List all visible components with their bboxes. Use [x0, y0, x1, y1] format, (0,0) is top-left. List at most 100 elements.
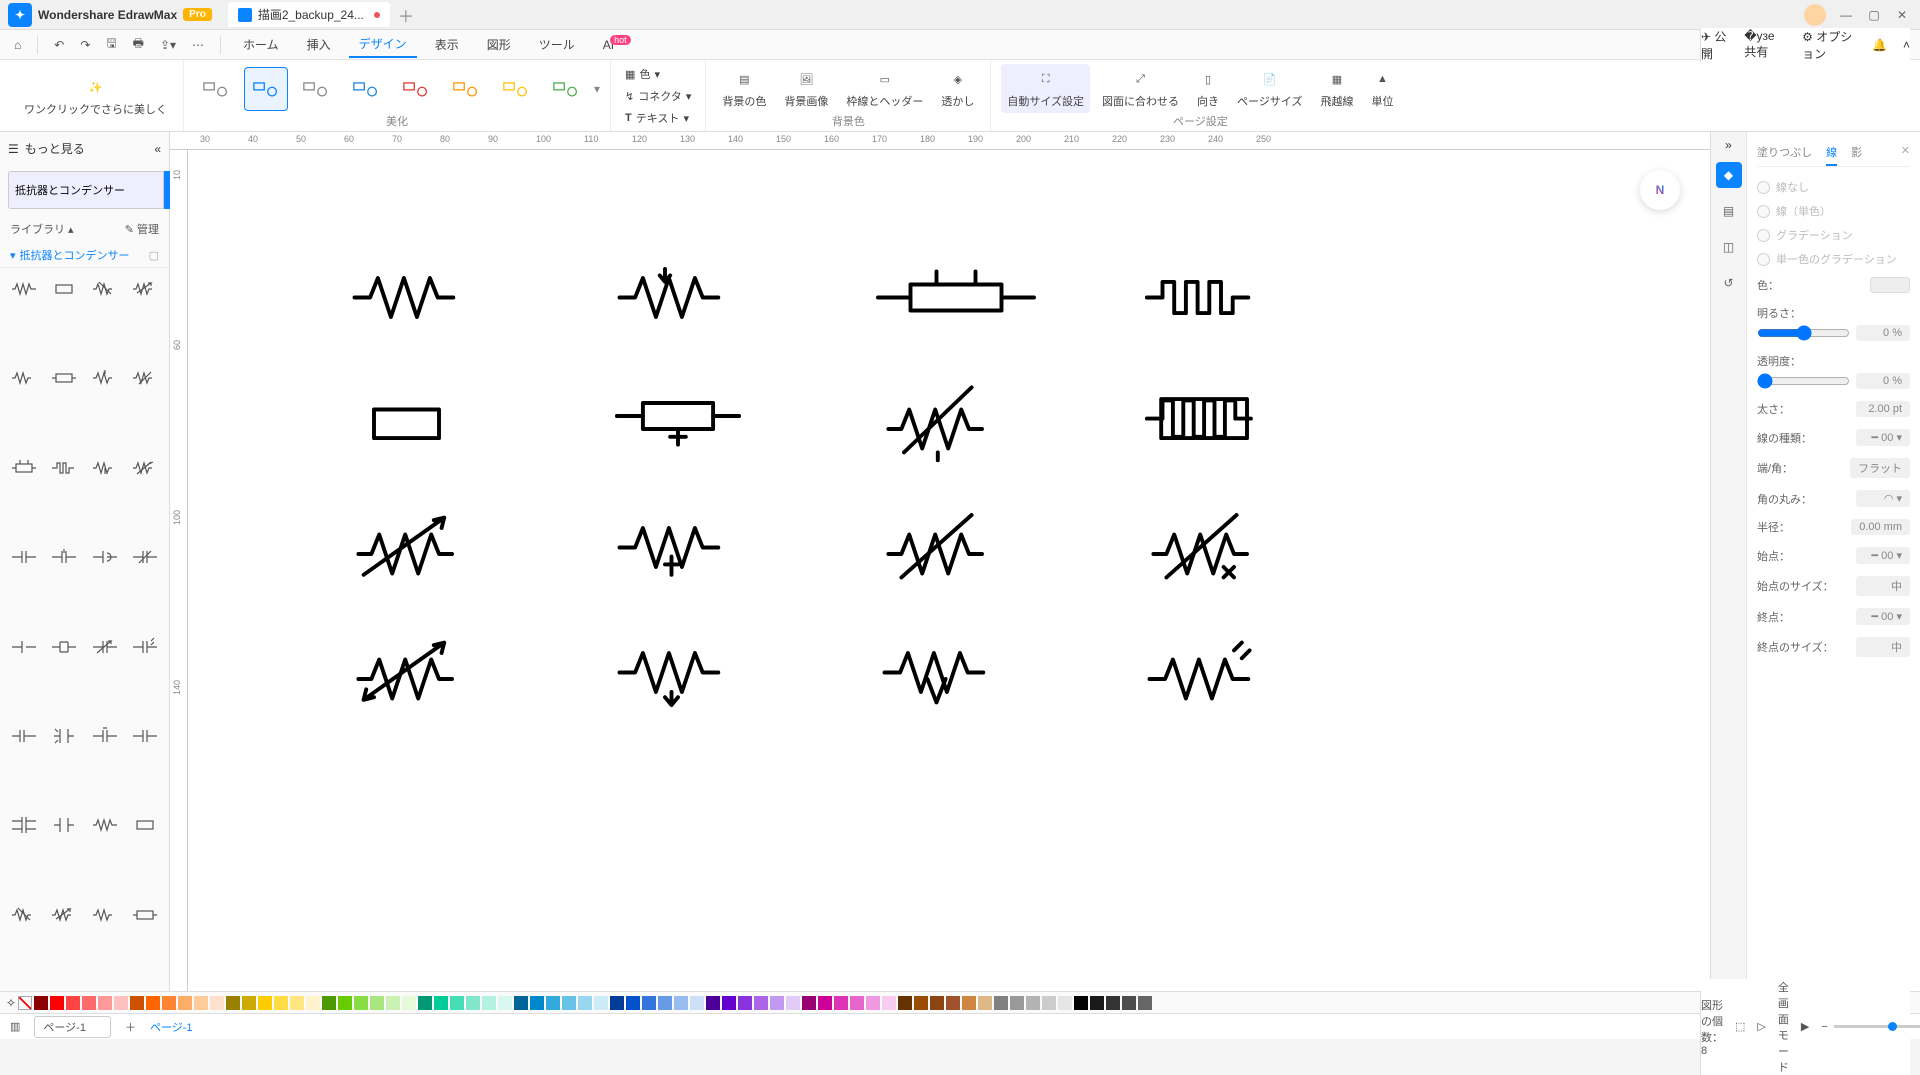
color-swatch[interactable]: [1010, 996, 1024, 1010]
palette-shape[interactable]: [127, 810, 163, 840]
color-swatch[interactable]: [770, 996, 784, 1010]
color-swatch[interactable]: [690, 996, 704, 1010]
palette-shape[interactable]: [127, 721, 163, 751]
color-swatch[interactable]: [834, 996, 848, 1010]
canvas-symbol[interactable]: [878, 640, 1008, 705]
color-swatch[interactable]: [1138, 996, 1152, 1010]
minimize-button[interactable]: ―: [1836, 5, 1856, 25]
tab-fill[interactable]: 塗りつぶし: [1757, 140, 1812, 166]
theme-swatch[interactable]: [344, 67, 388, 111]
color-swatch[interactable]: [1058, 996, 1072, 1010]
save-button[interactable]: 🖫: [102, 32, 120, 57]
theme-swatch[interactable]: [194, 67, 238, 111]
color-swatch[interactable]: [914, 996, 928, 1010]
palette-shape[interactable]: [87, 900, 123, 930]
palette-shape[interactable]: [46, 632, 82, 662]
color-swatch[interactable]: [674, 996, 688, 1010]
color-swatch[interactable]: [1106, 996, 1120, 1010]
tab-line[interactable]: 線: [1826, 140, 1837, 166]
color-swatch[interactable]: [418, 996, 432, 1010]
val-thickness[interactable]: 2.00 pt: [1856, 401, 1910, 417]
palette-shape[interactable]: [6, 542, 42, 572]
canvas-symbol[interactable]: [613, 640, 743, 705]
color-swatch[interactable]: [1026, 996, 1040, 1010]
color-swatch[interactable]: [978, 996, 992, 1010]
canvas-symbol[interactable]: [1143, 515, 1273, 580]
print-button[interactable]: 🖶: [129, 32, 148, 57]
expand-right-icon[interactable]: »: [1725, 138, 1732, 152]
color-swatch[interactable]: [66, 996, 80, 1010]
pages-icon[interactable]: ▥: [10, 1020, 20, 1033]
drawing-canvas[interactable]: N: [188, 150, 1710, 991]
palette-shape[interactable]: [127, 900, 163, 930]
fullscreen-label[interactable]: 全画面モード: [1778, 979, 1789, 1075]
bg-image-button[interactable]: 🖼背景画像: [778, 64, 834, 113]
theme-swatch[interactable]: [294, 67, 338, 111]
watermark-button[interactable]: ◈透かし: [935, 64, 980, 113]
eyedropper-icon[interactable]: ✧: [6, 996, 16, 1010]
redo-button[interactable]: ↷: [76, 36, 94, 54]
layers-icon[interactable]: ⬚: [1735, 1020, 1745, 1033]
unit-button[interactable]: ▲単位: [1365, 64, 1399, 113]
beautify-button[interactable]: ✨ワンクリックでさらに美しく: [18, 72, 173, 121]
palette-shape[interactable]: [46, 274, 82, 304]
color-swatch[interactable]: [1870, 277, 1910, 293]
color-swatch[interactable]: [482, 996, 496, 1010]
val-radius[interactable]: 0.00 mm: [1851, 519, 1910, 535]
val-linetype[interactable]: ━ 00 ▾: [1856, 429, 1910, 446]
collapse-ribbon-button[interactable]: ˄: [1903, 38, 1910, 52]
text-dropdown[interactable]: T テキスト ▾: [621, 108, 693, 128]
color-swatch[interactable]: [610, 996, 624, 1010]
palette-shape[interactable]: [127, 274, 163, 304]
menu-ai[interactable]: AIhot: [593, 34, 645, 56]
no-fill-swatch[interactable]: [18, 996, 32, 1010]
color-swatch[interactable]: [994, 996, 1008, 1010]
close-window-button[interactable]: ✕: [1892, 5, 1912, 25]
palette-shape[interactable]: [46, 542, 82, 572]
theme-swatch[interactable]: [544, 67, 588, 111]
library-expand-icon[interactable]: ☰: [8, 142, 19, 156]
collapse-left-icon[interactable]: «: [154, 142, 161, 156]
share-button[interactable]: �узе 共有: [1744, 29, 1786, 60]
color-swatch[interactable]: [354, 996, 368, 1010]
theme-swatch[interactable]: [444, 67, 488, 111]
shape-search-input[interactable]: [8, 171, 164, 209]
color-swatch[interactable]: [386, 996, 400, 1010]
palette-shape[interactable]: [6, 900, 42, 930]
notify-icon[interactable]: 🔔: [1872, 38, 1887, 52]
color-swatch[interactable]: [738, 996, 752, 1010]
palette-shape[interactable]: [6, 453, 42, 483]
palette-shape[interactable]: [6, 363, 42, 393]
fit-button[interactable]: ⤢図面に合わせる: [1096, 64, 1185, 113]
maximize-button[interactable]: ▢: [1864, 5, 1884, 25]
present-icon[interactable]: ▷: [1757, 1020, 1765, 1033]
menu-shape[interactable]: 図形: [477, 32, 521, 57]
color-swatch[interactable]: [434, 996, 448, 1010]
color-swatch[interactable]: [850, 996, 864, 1010]
pagesize-button[interactable]: 📄ページサイズ: [1231, 64, 1308, 113]
theme-swatch[interactable]: [494, 67, 538, 111]
document-tab[interactable]: 描画2_backup_24...: [228, 2, 390, 27]
palette-shape[interactable]: [87, 632, 123, 662]
color-swatch[interactable]: [466, 996, 480, 1010]
play-icon[interactable]: ▶: [1801, 1020, 1809, 1033]
add-page-button[interactable]: ＋: [125, 1019, 136, 1035]
color-swatch[interactable]: [194, 996, 208, 1010]
palette-shape[interactable]: [87, 453, 123, 483]
color-swatch[interactable]: [274, 996, 288, 1010]
layout-panel-icon[interactable]: ◫: [1716, 234, 1742, 260]
opacity-slider[interactable]: [1757, 373, 1850, 389]
theme-swatch[interactable]: [394, 67, 438, 111]
orientation-button[interactable]: ▯向き: [1191, 64, 1225, 113]
palette-shape[interactable]: [87, 363, 123, 393]
library-more[interactable]: もっと見る: [25, 140, 149, 157]
zoom-out-button[interactable]: −: [1821, 1021, 1827, 1033]
color-swatch[interactable]: [162, 996, 176, 1010]
color-swatch[interactable]: [306, 996, 320, 1010]
publish-button[interactable]: ✈ 公開: [1701, 28, 1728, 62]
palette-shape[interactable]: [87, 542, 123, 572]
fill-panel-icon[interactable]: ◆: [1716, 162, 1742, 188]
page-tab[interactable]: ページ-1: [150, 1019, 193, 1035]
header-button[interactable]: ▭枠線とヘッダー: [840, 64, 929, 113]
color-swatch[interactable]: [962, 996, 976, 1010]
